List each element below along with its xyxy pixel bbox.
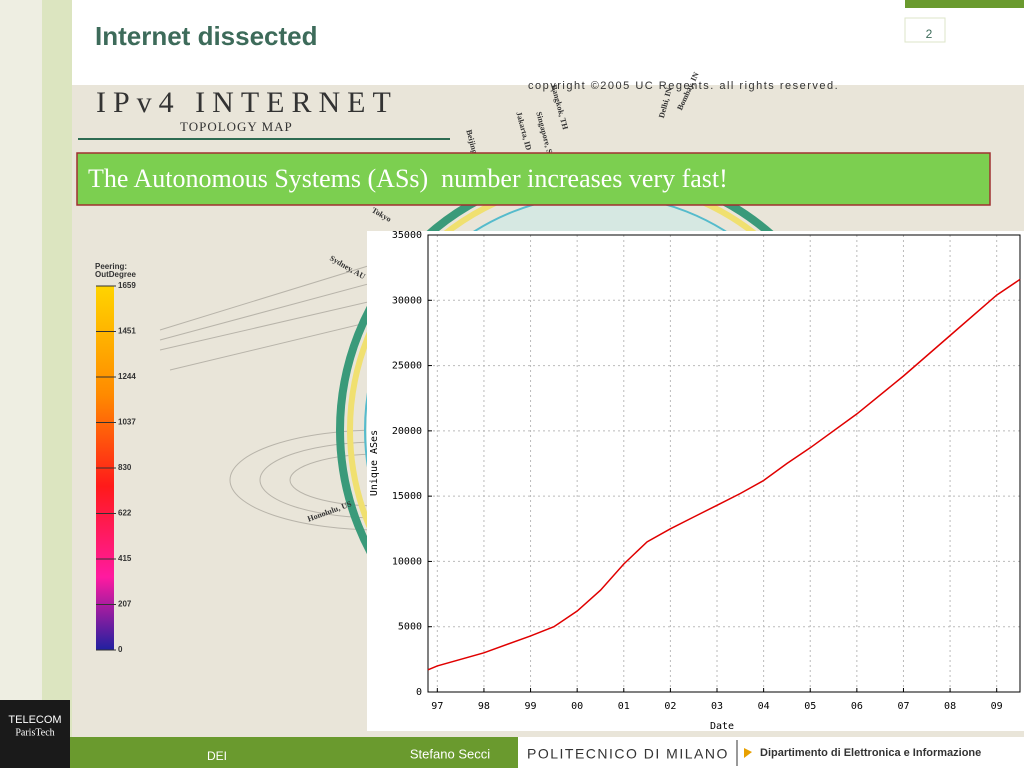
- left-strip: [0, 0, 42, 737]
- footer-department: Dipartimento di Elettronica e Informazio…: [760, 747, 981, 759]
- y-tick-label: 30000: [392, 295, 422, 306]
- page-box: [904, 17, 946, 43]
- legend-label: 415: [118, 554, 132, 563]
- y-tick-label: 25000: [392, 361, 422, 372]
- footer-arrow: [744, 748, 752, 758]
- footer-panel: [518, 737, 1024, 768]
- y-tick-label: 5000: [398, 622, 422, 633]
- footer-author: Stefano Secci: [410, 746, 490, 761]
- legend-label: 1451: [118, 327, 136, 336]
- map-title: IPv4 INTERNET: [96, 86, 398, 119]
- y-axis-label: Unique ASes: [369, 430, 380, 496]
- plot-frame: [427, 234, 1021, 693]
- legend-label: 622: [118, 509, 132, 518]
- legend-title: Peering:: [95, 262, 127, 271]
- x-tick-label: 01: [618, 701, 630, 712]
- x-axis-label: Date: [710, 721, 734, 732]
- legend-label: 0: [118, 645, 123, 654]
- x-tick-label: 05: [804, 701, 816, 712]
- legend-label: 1244: [118, 372, 136, 381]
- x-tick-label: 04: [758, 701, 770, 712]
- legend-label: 207: [118, 600, 132, 609]
- y-tick-label: 15000: [392, 491, 422, 502]
- legend-label: 1659: [118, 281, 136, 290]
- left-band: [42, 0, 72, 737]
- logo-bottom: ParisTech: [15, 727, 54, 738]
- x-tick-label: 08: [944, 701, 956, 712]
- logo: [0, 700, 70, 768]
- map-subtitle: TOPOLOGY MAP: [180, 119, 293, 134]
- x-tick-label: 06: [851, 701, 863, 712]
- x-tick-label: 09: [991, 701, 1003, 712]
- logo-top: TELECOM: [8, 714, 61, 726]
- legend-subtitle: OutDegree: [95, 270, 136, 279]
- banner: [76, 152, 991, 206]
- x-tick-label: 98: [478, 701, 490, 712]
- y-tick-label: 20000: [392, 426, 422, 437]
- footer-school: POLITECNICO DI MILANO: [527, 746, 729, 762]
- y-tick-label: 10000: [392, 556, 422, 567]
- footer-bar: [70, 737, 518, 768]
- data-line: [427, 278, 1021, 671]
- y-tick-label: 0: [416, 687, 422, 698]
- y-tick-label: 35000: [392, 230, 422, 241]
- banner-text: The Autonomous Systems (ASs) number incr…: [88, 164, 728, 193]
- x-tick-label: 97: [431, 701, 443, 712]
- legend-label: 1037: [118, 418, 136, 427]
- top-bar: [905, 0, 1024, 8]
- page-number: 2: [926, 27, 933, 41]
- x-tick-label: 00: [571, 701, 583, 712]
- legend-labels: 1659 1451 1244 1037 830 622 415 207 0: [96, 281, 136, 654]
- x-tick-label: 07: [897, 701, 909, 712]
- x-tick-label: 03: [711, 701, 723, 712]
- x-tick-label: 99: [525, 701, 537, 712]
- slide-title: Internet dissected: [95, 21, 318, 51]
- copyright: copyright ©2005 UC Regents. all rights r…: [528, 80, 839, 92]
- chart-panel: [367, 231, 1024, 731]
- footer-left: DEI: [207, 749, 227, 763]
- x-tick-label: 02: [664, 701, 676, 712]
- legend-label: 830: [118, 463, 132, 472]
